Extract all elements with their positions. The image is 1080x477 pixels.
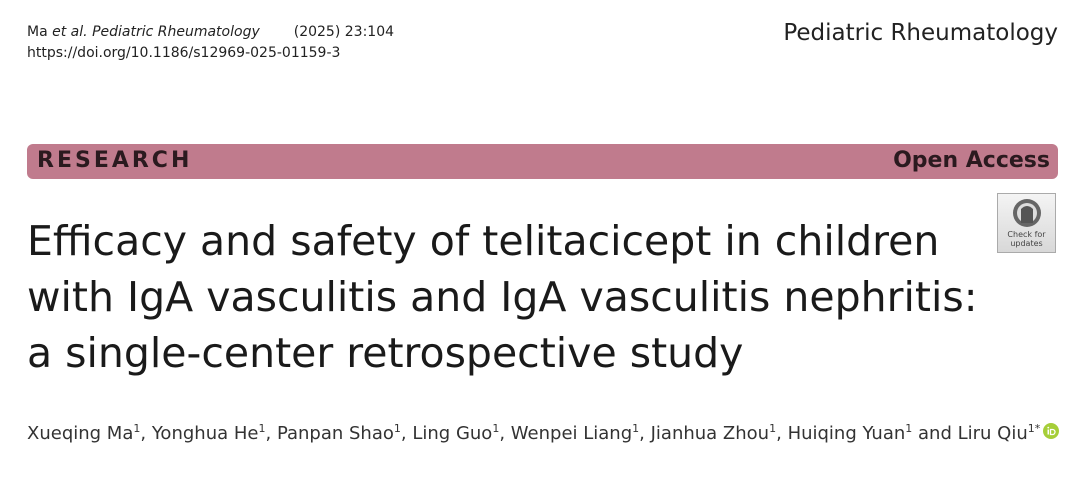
- title-line: with IgA vasculitis and IgA vasculitis n…: [27, 273, 978, 321]
- author-name: Jianhua Zhou: [650, 423, 770, 444]
- separator: ,: [265, 423, 272, 444]
- affiliation: 1: [258, 422, 266, 435]
- separator: ,: [639, 423, 645, 444]
- orcid-icon[interactable]: [1043, 423, 1060, 439]
- author-name: Huiqing Yuan: [787, 423, 906, 444]
- badge-text: updates: [1010, 239, 1043, 248]
- check-updates-badge[interactable]: Check for updates: [997, 193, 1056, 253]
- affiliation: 1: [393, 422, 401, 435]
- article-type: RESEARCH: [37, 148, 193, 173]
- article-title: Efficacy and safety of telitacicept in c…: [27, 213, 978, 381]
- journal-title: Pediatric Rheumatology: [783, 20, 1058, 46]
- open-access: Open Access: [893, 148, 1050, 173]
- affiliation: 1: [632, 422, 640, 435]
- title-line: a single-center retrospective study: [27, 329, 744, 377]
- doi[interactable]: https://doi.org/10.1186/s12969-025-01159…: [27, 45, 341, 61]
- citation: Ma et al. Pediatric Rheumatology (2025) 2…: [27, 24, 394, 40]
- author-name: Panpan Shao: [276, 423, 394, 444]
- conjunction: and: [918, 423, 952, 444]
- banner: RESEARCH Open Access: [27, 144, 1058, 179]
- volume: (2025) 23:104: [293, 24, 395, 40]
- author-name: Liru Qiu: [957, 423, 1028, 444]
- separator: ,: [140, 423, 147, 444]
- author-name: Yonghua He: [151, 423, 259, 444]
- author-name: Xueqing Ma: [27, 423, 134, 444]
- badge-text: Check for: [1007, 230, 1046, 239]
- affiliation: 1*: [1027, 422, 1041, 435]
- affiliation: 1: [905, 422, 913, 435]
- separator: ,: [776, 423, 782, 444]
- first-author: Ma: [27, 24, 48, 40]
- author-name: Ling Guo: [412, 423, 493, 444]
- affiliation: 1: [492, 422, 500, 435]
- separator: ,: [499, 423, 506, 444]
- author-name: Wenpei Liang: [510, 423, 633, 444]
- authors: Xueqing Ma1, Yonghua He1, Panpan Shao1, …: [27, 422, 1060, 444]
- et-al: et al.: [52, 24, 88, 40]
- affiliation: 1: [133, 422, 141, 435]
- affiliation: 1: [769, 422, 777, 435]
- title-line: Efficacy and safety of telitacicept in c…: [27, 217, 940, 265]
- badge-icon: [1012, 199, 1041, 227]
- journal-name: Pediatric Rheumatology: [92, 24, 260, 40]
- separator: ,: [400, 423, 407, 444]
